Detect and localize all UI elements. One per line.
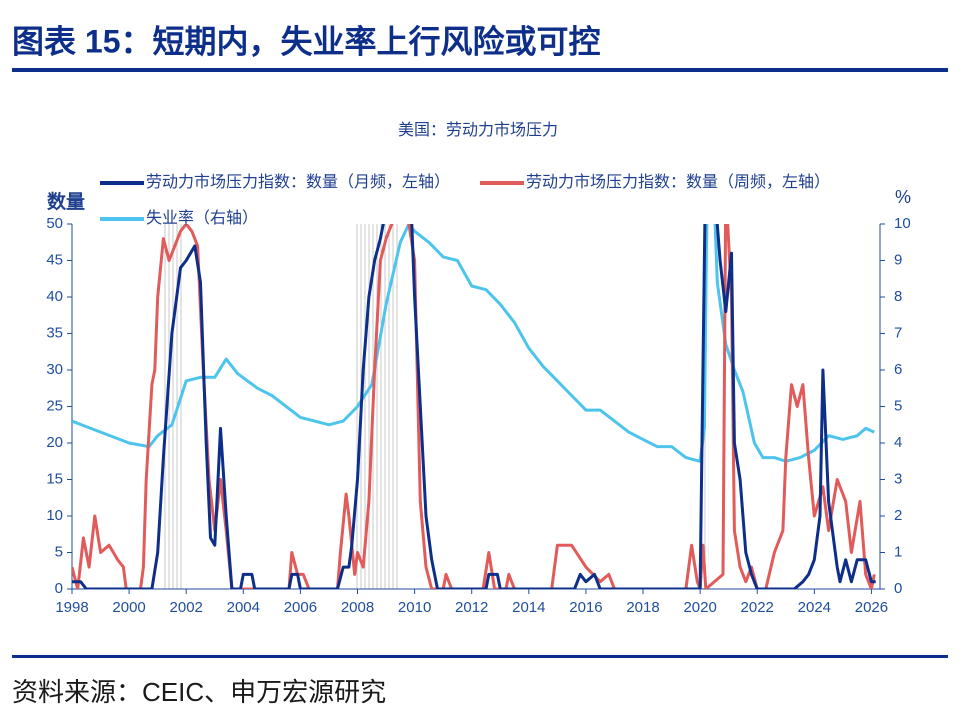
y2-tick-label: 10 <box>894 215 911 232</box>
y-tick-label: 15 <box>46 470 63 487</box>
y-tick-label: 30 <box>46 361 63 378</box>
y-tick-label: 10 <box>46 507 63 524</box>
y-tick-label: 5 <box>55 543 63 560</box>
x-tick-label: 2016 <box>569 599 602 616</box>
y2-axis-label: % <box>895 187 911 207</box>
x-tick-label: 2002 <box>170 599 203 616</box>
y-tick-label: 45 <box>46 251 63 268</box>
y2-tick-label: 7 <box>894 324 902 341</box>
y2-tick-label: 4 <box>894 434 902 451</box>
source-note: 资料来源：CEIC、申万宏源研究 <box>12 677 386 707</box>
y2-tick-label: 3 <box>894 470 902 487</box>
x-tick-label: 2004 <box>227 599 260 616</box>
y2-tick-label: 1 <box>894 543 902 560</box>
x-tick-label: 2018 <box>626 599 659 616</box>
series-line <box>72 224 875 463</box>
legend-label: 劳动力市场压力指数：数量（月频，左轴） <box>146 173 450 191</box>
y2-tick-label: 0 <box>894 580 902 597</box>
x-tick-label: 1998 <box>55 599 88 616</box>
x-tick-label: 2012 <box>455 599 488 616</box>
footer-rule <box>12 655 948 658</box>
legend-label: 失业率（右轴） <box>146 209 258 227</box>
page-title: 图表 15：短期内，失业率上行风险或可控 <box>12 23 601 59</box>
x-tick-label: 2000 <box>112 599 145 616</box>
x-tick-label: 2022 <box>741 599 774 616</box>
y2-tick-label: 2 <box>894 507 902 524</box>
x-tick-label: 2014 <box>512 599 545 616</box>
chart-title: 美国：劳动力市场压力 <box>398 121 558 139</box>
series-group <box>72 224 876 589</box>
y-tick-label: 0 <box>55 580 63 597</box>
x-tick-label: 2026 <box>855 599 888 616</box>
legend-label: 劳动力市场压力指数：数量（周频，左轴） <box>526 173 830 191</box>
x-tick-label: 2006 <box>284 599 317 616</box>
y-tick-label: 50 <box>46 215 63 232</box>
y2-tick-label: 5 <box>894 397 902 414</box>
y-tick-label: 25 <box>46 397 63 414</box>
y-tick-label: 35 <box>46 324 63 341</box>
series-line <box>72 224 876 589</box>
recession-shade <box>163 224 184 589</box>
x-tick-label: 2024 <box>798 599 831 616</box>
y2-tick-label: 8 <box>894 288 902 305</box>
y-tick-label: 40 <box>46 288 63 305</box>
y2-tick-label: 9 <box>894 251 902 268</box>
y2-tick-label: 6 <box>894 361 902 378</box>
x-tick-label: 2008 <box>341 599 374 616</box>
y-axis-label: 数量 <box>47 190 85 213</box>
x-tick-label: 2010 <box>398 599 431 616</box>
y-tick-label: 20 <box>46 434 63 451</box>
series-line <box>72 224 876 589</box>
title-rule <box>12 68 948 72</box>
x-tick-label: 2020 <box>683 599 716 616</box>
